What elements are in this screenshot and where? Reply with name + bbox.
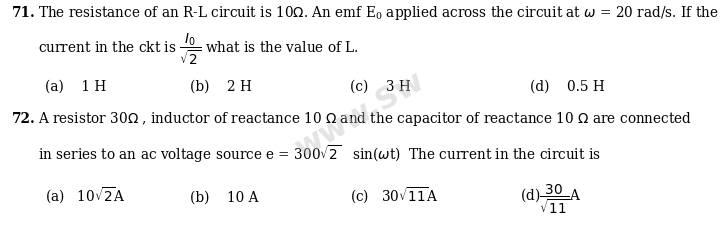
Text: (c)    3 H: (c) 3 H xyxy=(350,80,411,94)
Text: 72.: 72. xyxy=(12,112,35,126)
Text: (c)   30$\sqrt{11}$A: (c) 30$\sqrt{11}$A xyxy=(350,186,439,206)
Text: (a)    1 H: (a) 1 H xyxy=(45,80,106,94)
Text: A resistor 30$\Omega$ , inductor of reactance 10 $\Omega$ and the capacitor of r: A resistor 30$\Omega$ , inductor of reac… xyxy=(38,110,693,128)
Text: The resistance of an R-L circuit is 10$\Omega$. An emf E$_\mathregular{0}$ appli: The resistance of an R-L circuit is 10$\… xyxy=(38,4,719,22)
Text: in series to an ac voltage source e = 300$\sqrt{2}$   sin($\omega$t)  The curren: in series to an ac voltage source e = 30… xyxy=(38,143,601,165)
Text: (b)    10 A: (b) 10 A xyxy=(190,191,259,205)
Text: (b)    2 H: (b) 2 H xyxy=(190,80,252,94)
Text: (d)$\dfrac{30}{\sqrt{11}}$A: (d)$\dfrac{30}{\sqrt{11}}$A xyxy=(520,183,581,216)
Text: (d)    0.5 H: (d) 0.5 H xyxy=(530,80,604,94)
Text: current in the ckt is $\dfrac{I_0}{\sqrt{2}}$ what is the value of L.: current in the ckt is $\dfrac{I_0}{\sqrt… xyxy=(38,32,359,68)
Text: 71.: 71. xyxy=(12,6,35,20)
Text: (a)   10$\sqrt{2}$A: (a) 10$\sqrt{2}$A xyxy=(45,186,126,206)
Text: www.Sw: www.Sw xyxy=(291,66,429,164)
